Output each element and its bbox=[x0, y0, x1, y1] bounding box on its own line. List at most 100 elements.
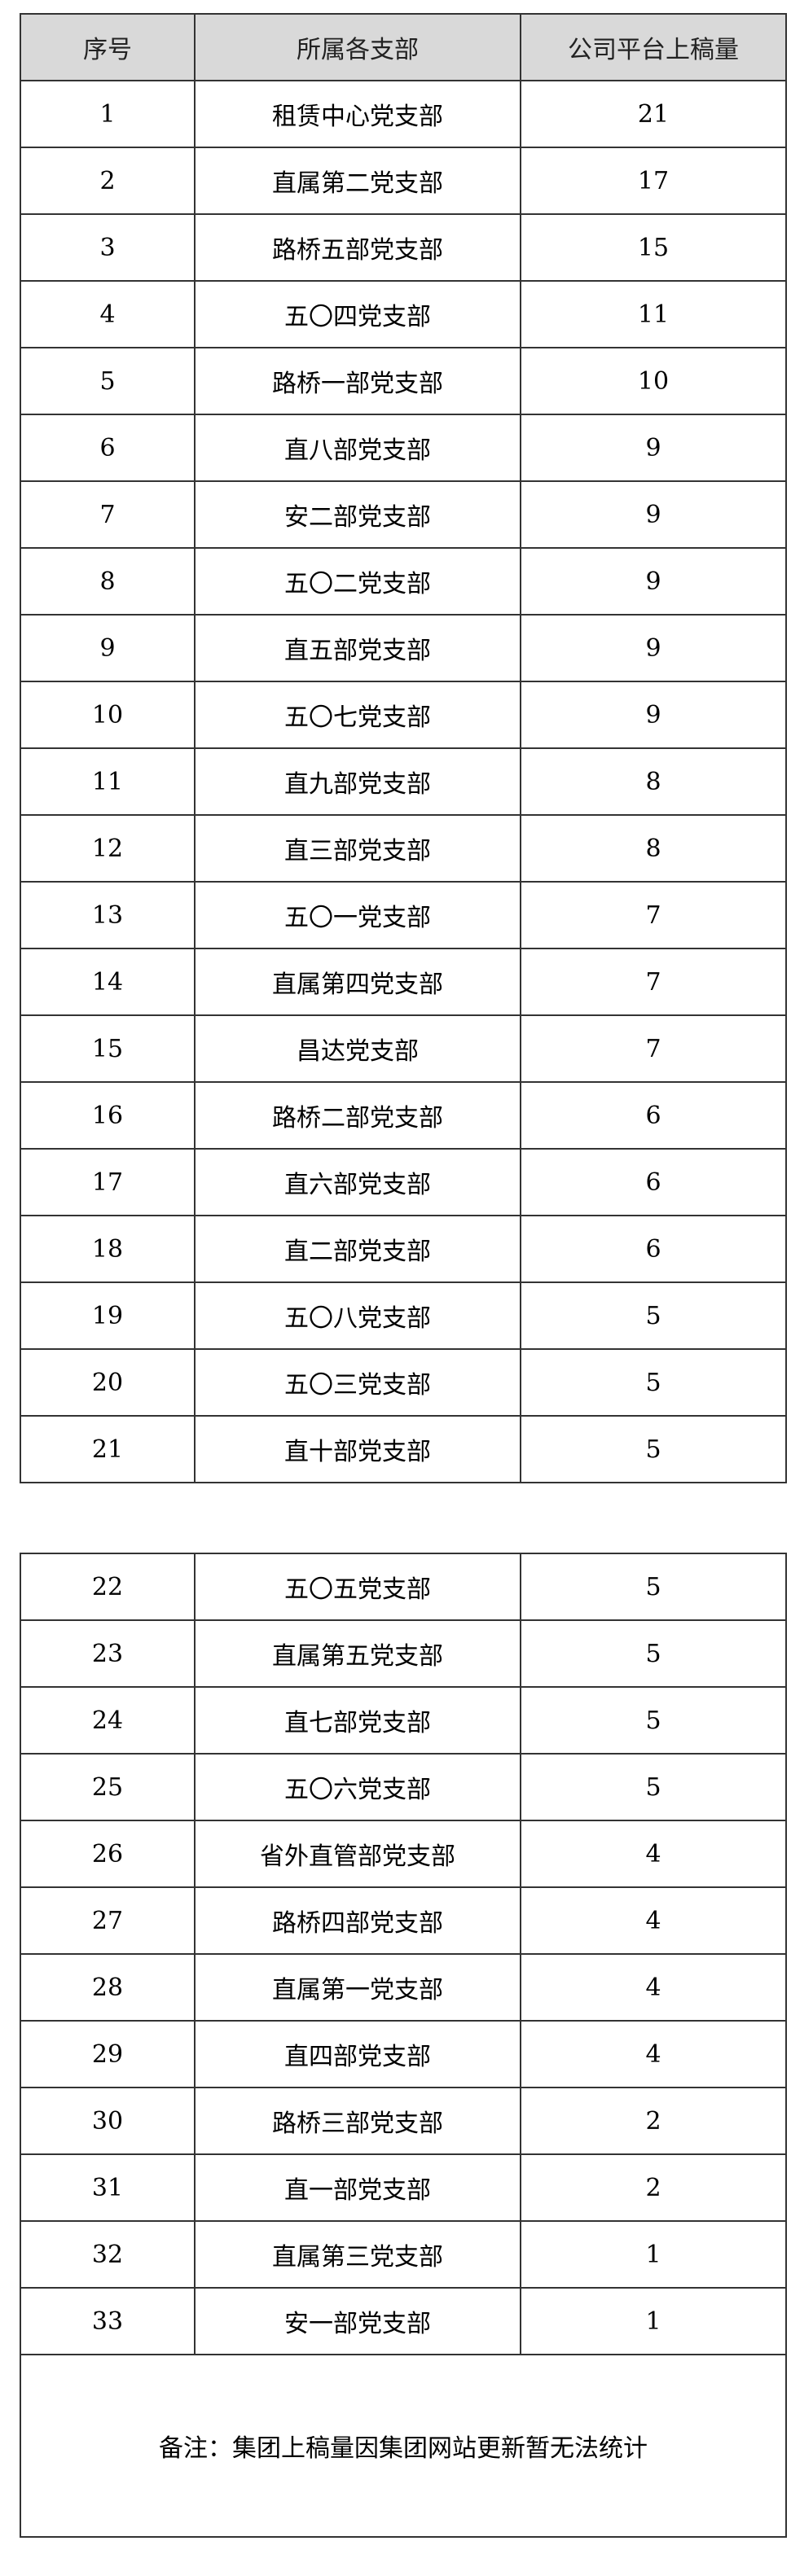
row-count: 11 bbox=[520, 280, 787, 348]
table-row: 5 路桥一部党支部 10 bbox=[20, 347, 787, 415]
table-row: 10 五〇七党支部 9 bbox=[20, 681, 787, 749]
row-count: 6 bbox=[520, 1148, 787, 1216]
row-count: 10 bbox=[520, 347, 787, 415]
row-count: 7 bbox=[520, 948, 787, 1016]
row-branch: 安一部党支部 bbox=[194, 2287, 521, 2355]
row-index: 27 bbox=[20, 1886, 196, 1955]
row-count: 1 bbox=[520, 2287, 787, 2355]
row-branch: 直八部党支部 bbox=[194, 414, 521, 482]
row-branch: 安二部党支部 bbox=[194, 480, 521, 549]
row-branch: 直一部党支部 bbox=[194, 2153, 521, 2222]
header-index: 序号 bbox=[20, 13, 196, 81]
table-row: 22 五〇五党支部 5 bbox=[20, 1553, 787, 1621]
row-count: 8 bbox=[520, 747, 787, 816]
row-index: 8 bbox=[20, 547, 196, 616]
row-branch: 路桥五部党支部 bbox=[194, 213, 521, 282]
row-branch: 直属第一党支部 bbox=[194, 1953, 521, 2022]
table-row: 1 租赁中心党支部 21 bbox=[20, 80, 787, 148]
table-row: 25 五〇六党支部 5 bbox=[20, 1753, 787, 1821]
row-index: 24 bbox=[20, 1686, 196, 1755]
table-row: 8 五〇二党支部 9 bbox=[20, 547, 787, 616]
table-row: 28 直属第一党支部 4 bbox=[20, 1953, 787, 2022]
table-row: 14 直属第四党支部 7 bbox=[20, 948, 787, 1016]
row-index: 28 bbox=[20, 1953, 196, 2022]
table-row: 24 直七部党支部 5 bbox=[20, 1686, 787, 1755]
row-index: 14 bbox=[20, 948, 196, 1016]
row-count: 5 bbox=[520, 1686, 787, 1755]
row-branch: 五〇七党支部 bbox=[194, 681, 521, 749]
row-index: 12 bbox=[20, 814, 196, 883]
table-row: 21 直十部党支部 5 bbox=[20, 1415, 787, 1483]
row-count: 2 bbox=[520, 2087, 787, 2155]
row-branch: 省外直管部党支部 bbox=[194, 1820, 521, 1888]
submission-table-part-2: 22 五〇五党支部 5 23 直属第五党支部 5 24 直七部党支部 5 25 五〇六党支部 5 26 省… bbox=[20, 1553, 787, 2538]
row-branch: 路桥三部党支部 bbox=[194, 2087, 521, 2155]
row-branch: 昌达党支部 bbox=[194, 1014, 521, 1083]
row-branch: 五〇一党支部 bbox=[194, 881, 521, 949]
row-count: 15 bbox=[520, 213, 787, 282]
row-index: 23 bbox=[20, 1619, 196, 1688]
row-count: 5 bbox=[520, 1753, 787, 1821]
row-index: 31 bbox=[20, 2153, 196, 2222]
row-count: 5 bbox=[520, 1348, 787, 1417]
row-count: 5 bbox=[520, 1619, 787, 1688]
row-branch: 路桥二部党支部 bbox=[194, 1081, 521, 1150]
row-index: 11 bbox=[20, 747, 196, 816]
row-count: 8 bbox=[520, 814, 787, 883]
row-count: 4 bbox=[520, 1953, 787, 2022]
row-index: 21 bbox=[20, 1415, 196, 1483]
row-index: 9 bbox=[20, 614, 196, 682]
row-index: 32 bbox=[20, 2220, 196, 2289]
row-branch: 直五部党支部 bbox=[194, 614, 521, 682]
row-index: 19 bbox=[20, 1281, 196, 1350]
row-count: 6 bbox=[520, 1215, 787, 1283]
row-index: 20 bbox=[20, 1348, 196, 1417]
table-row: 27 路桥四部党支部 4 bbox=[20, 1886, 787, 1955]
table-row: 11 直九部党支部 8 bbox=[20, 747, 787, 816]
table-row: 7 安二部党支部 9 bbox=[20, 480, 787, 549]
header-branch: 所属各支部 bbox=[194, 13, 521, 81]
row-branch: 五〇八党支部 bbox=[194, 1281, 521, 1350]
table-row: 19 五〇八党支部 5 bbox=[20, 1281, 787, 1350]
note-text: 备注：集团上稿量因集团网站更新暂无法统计 bbox=[20, 2354, 787, 2538]
row-count: 7 bbox=[520, 1014, 787, 1083]
row-index: 26 bbox=[20, 1820, 196, 1888]
table-row: 15 昌达党支部 7 bbox=[20, 1014, 787, 1083]
table-row: 29 直四部党支部 4 bbox=[20, 2020, 787, 2088]
table-row: 12 直三部党支部 8 bbox=[20, 814, 787, 883]
row-branch: 直属第四党支部 bbox=[194, 948, 521, 1016]
row-index: 7 bbox=[20, 480, 196, 549]
table-row: 23 直属第五党支部 5 bbox=[20, 1619, 787, 1688]
row-count: 4 bbox=[520, 2020, 787, 2088]
row-branch: 直十部党支部 bbox=[194, 1415, 521, 1483]
row-index: 4 bbox=[20, 280, 196, 348]
row-count: 17 bbox=[520, 147, 787, 215]
note-row: 备注：集团上稿量因集团网站更新暂无法统计 bbox=[20, 2354, 787, 2538]
row-count: 5 bbox=[520, 1281, 787, 1350]
row-branch: 直属第五党支部 bbox=[194, 1619, 521, 1688]
row-count: 2 bbox=[520, 2153, 787, 2222]
table-row: 31 直一部党支部 2 bbox=[20, 2153, 787, 2222]
row-count: 5 bbox=[520, 1553, 787, 1621]
row-index: 33 bbox=[20, 2287, 196, 2355]
row-branch: 直三部党支部 bbox=[194, 814, 521, 883]
table-row: 30 路桥三部党支部 2 bbox=[20, 2087, 787, 2155]
row-index: 2 bbox=[20, 147, 196, 215]
row-branch: 直六部党支部 bbox=[194, 1148, 521, 1216]
table-row: 32 直属第三党支部 1 bbox=[20, 2220, 787, 2289]
row-index: 5 bbox=[20, 347, 196, 415]
table-row: 4 五〇四党支部 11 bbox=[20, 280, 787, 348]
table-row: 26 省外直管部党支部 4 bbox=[20, 1820, 787, 1888]
row-branch: 直二部党支部 bbox=[194, 1215, 521, 1283]
row-index: 25 bbox=[20, 1753, 196, 1821]
row-count: 21 bbox=[520, 80, 787, 148]
row-index: 3 bbox=[20, 213, 196, 282]
row-branch: 直属第三党支部 bbox=[194, 2220, 521, 2289]
row-index: 13 bbox=[20, 881, 196, 949]
row-index: 10 bbox=[20, 681, 196, 749]
row-index: 15 bbox=[20, 1014, 196, 1083]
row-count: 6 bbox=[520, 1081, 787, 1150]
row-branch: 五〇六党支部 bbox=[194, 1753, 521, 1821]
row-index: 16 bbox=[20, 1081, 196, 1150]
row-index: 18 bbox=[20, 1215, 196, 1283]
